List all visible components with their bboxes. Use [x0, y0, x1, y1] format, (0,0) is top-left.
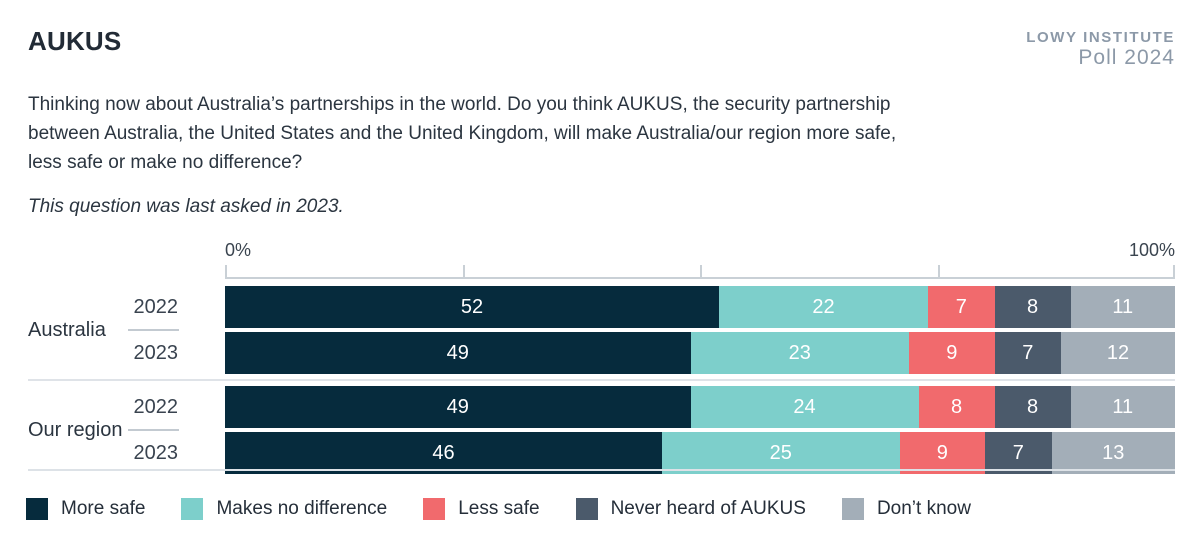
legend-item-makes-no-difference: Makes no difference	[181, 498, 387, 520]
legend-label: Don’t know	[876, 498, 971, 519]
bar-segment-never-heard-of-aukus: 7	[985, 432, 1052, 475]
bar-segment-dont-know: 11	[1070, 286, 1175, 329]
logo-poll-year: Poll 2024	[1078, 46, 1175, 70]
bar-track: 52 22 7 8 11	[225, 286, 1175, 329]
page-title: AUKUS	[28, 26, 122, 56]
x-axis-tick	[937, 265, 940, 278]
bar-group-australia: Australia 2022 52 22 7 8 11 2023 49 23 9 7 12	[28, 286, 1175, 375]
group-label: Australia	[28, 318, 106, 341]
bar-segment-less-safe: 7	[928, 286, 995, 329]
bar-row-2023: 2023 46 25 9 7 13	[28, 432, 1175, 475]
bar-group-our-region: Our region 2022 49 24 8 8 11 2023 46 25 9 7 13	[28, 386, 1175, 475]
x-axis-tickline	[225, 265, 1175, 280]
legend: More safe Makes no difference Less safe Nev…	[26, 498, 971, 520]
year-label: 2022	[133, 295, 179, 318]
group-divider	[28, 379, 1175, 382]
bar-segment-more-safe: 46	[225, 432, 662, 475]
legend-item-more-safe: More safe	[26, 498, 145, 520]
legend-label: More safe	[61, 498, 146, 519]
bars-area: Australia 2022 52 22 7 8 11 2023 49 23 9 7 12 Our reg…	[28, 286, 1175, 475]
bar-segment-less-safe: 9	[909, 332, 995, 375]
group-label: Our region	[28, 418, 123, 441]
bar-track: 46 25 9 7 13	[225, 432, 1175, 475]
survey-question-text: Thinking now about Australia’s partnersh…	[28, 94, 897, 174]
bar-segment-less-safe: 8	[918, 386, 995, 429]
bar-segment-makes-no-difference: 22	[719, 286, 928, 329]
x-axis-tick	[225, 265, 227, 278]
x-axis-tick	[700, 265, 702, 278]
legend-label: Less safe	[458, 498, 540, 519]
year-divider	[128, 329, 179, 332]
legend-item-never-heard-of-aukus: Never heard of AUKUS	[575, 498, 806, 520]
legend-swatch	[841, 498, 864, 520]
question-note: This question was last asked in 2023.	[28, 196, 344, 218]
bar-segment-makes-no-difference: 23	[690, 332, 909, 375]
bar-segment-more-safe: 49	[225, 332, 691, 375]
bar-row-2022: 2022 49 24 8 8 11	[28, 386, 1175, 429]
legend-swatch	[575, 498, 598, 520]
x-axis-labels: 0% 100%	[225, 240, 1175, 261]
legend-swatch	[423, 498, 446, 520]
bar-segment-less-safe: 9	[899, 432, 985, 475]
bar-segment-dont-know: 11	[1070, 386, 1175, 429]
x-axis-max-label: 100%	[1128, 240, 1175, 261]
bar-row-2022: 2022 52 22 7 8 11	[28, 286, 1175, 329]
header: AUKUS LOWY INSTITUTE Poll 2024	[28, 26, 1175, 70]
legend-swatch	[181, 498, 204, 520]
stacked-bar-chart: 0% 100% Australia 2022 52 22 7 8 11 2023 49 23 9 7 1…	[28, 240, 1175, 475]
bar-segment-makes-no-difference: 24	[690, 386, 919, 429]
bar-track: 49 23 9 7 12	[225, 332, 1175, 375]
bar-segment-more-safe: 49	[225, 386, 691, 429]
legend-label: Never heard of AUKUS	[610, 498, 806, 519]
x-axis-min-label: 0%	[225, 240, 252, 261]
legend-swatch	[26, 498, 48, 520]
bar-segment-more-safe: 52	[225, 286, 719, 329]
logo-institute-name: LOWY INSTITUTE	[1026, 29, 1175, 46]
legend-item-less-safe: Less safe	[423, 498, 540, 520]
bar-segment-never-heard-of-aukus: 8	[994, 386, 1071, 429]
bar-segment-never-heard-of-aukus: 8	[994, 286, 1071, 329]
bar-row-2023: 2023 49 23 9 7 12	[28, 332, 1175, 375]
year-label: 2023	[133, 341, 179, 364]
bar-track: 49 24 8 8 11	[225, 386, 1175, 429]
x-axis-tick	[1173, 265, 1175, 278]
legend-item-dont-know: Don’t know	[841, 498, 971, 520]
year-divider	[128, 429, 179, 432]
bar-segment-dont-know: 13	[1051, 432, 1175, 475]
x-axis-tick	[462, 265, 465, 278]
bar-segment-never-heard-of-aukus: 7	[994, 332, 1061, 375]
year-label: 2023	[133, 441, 179, 464]
bar-segment-dont-know: 12	[1061, 332, 1175, 375]
lowy-institute-logo: LOWY INSTITUTE Poll 2024	[1026, 29, 1175, 70]
x-axis: 0% 100%	[225, 240, 1175, 280]
year-label: 2022	[133, 395, 179, 418]
bar-segment-makes-no-difference: 25	[662, 432, 900, 475]
legend-label: Makes no difference	[216, 498, 388, 519]
legend-divider	[28, 469, 1175, 471]
